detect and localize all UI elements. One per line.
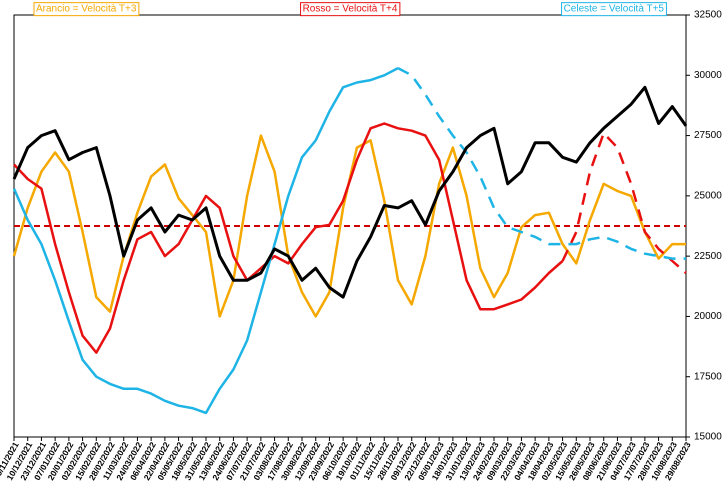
legend-label: Rosso = Velocità T+4 bbox=[303, 4, 398, 15]
series-line bbox=[12, 85, 688, 299]
legend-box bbox=[300, 2, 401, 17]
series-line bbox=[13, 122, 564, 354]
y-tick-label: 30000 bbox=[694, 70, 722, 81]
y-tick-label: 17500 bbox=[694, 371, 722, 382]
legend-label: Arancio = Velocità T+3 bbox=[36, 4, 137, 15]
legend-box bbox=[33, 2, 140, 17]
y-tick-label: 20000 bbox=[694, 311, 722, 322]
y-tick-label: 27500 bbox=[694, 130, 722, 141]
y-tick-label: 32500 bbox=[694, 10, 722, 21]
legend-box bbox=[561, 2, 667, 17]
legend-label: Celeste = Velocità T+5 bbox=[564, 4, 665, 15]
y-tick-label: 15000 bbox=[694, 432, 722, 443]
series-line bbox=[561, 131, 687, 274]
y-tick-label: 22500 bbox=[694, 251, 722, 262]
y-tick-label: 25000 bbox=[694, 190, 722, 201]
series-line bbox=[12, 66, 399, 415]
